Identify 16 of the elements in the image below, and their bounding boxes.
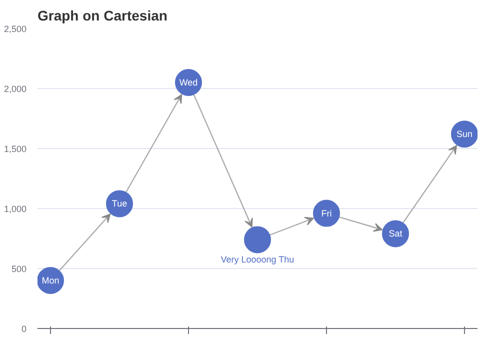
y-tick-label: 500 — [11, 264, 27, 274]
point — [313, 200, 340, 227]
chart-title: Graph on Cartesian — [38, 8, 168, 24]
x-tick-label: Wed — [179, 78, 198, 88]
x-tick-label: Fri — [321, 208, 332, 218]
y-tick-label: 2,000 — [4, 84, 27, 94]
point — [244, 226, 271, 254]
x-tick-label: Mon — [42, 276, 60, 286]
y-tick-label: 2,500 — [4, 24, 27, 34]
x-tick-label: Very Loooong Thu — [220, 254, 294, 265]
x-tick-label: Tue — [112, 198, 128, 209]
y-tick-label: 1,000 — [4, 204, 27, 214]
y-tick-label: 0 — [21, 324, 27, 334]
x-tick-label: Sun — [456, 129, 473, 140]
x-tick-label: Sat — [388, 228, 403, 239]
y-tick-label: 1,500 — [4, 144, 27, 154]
